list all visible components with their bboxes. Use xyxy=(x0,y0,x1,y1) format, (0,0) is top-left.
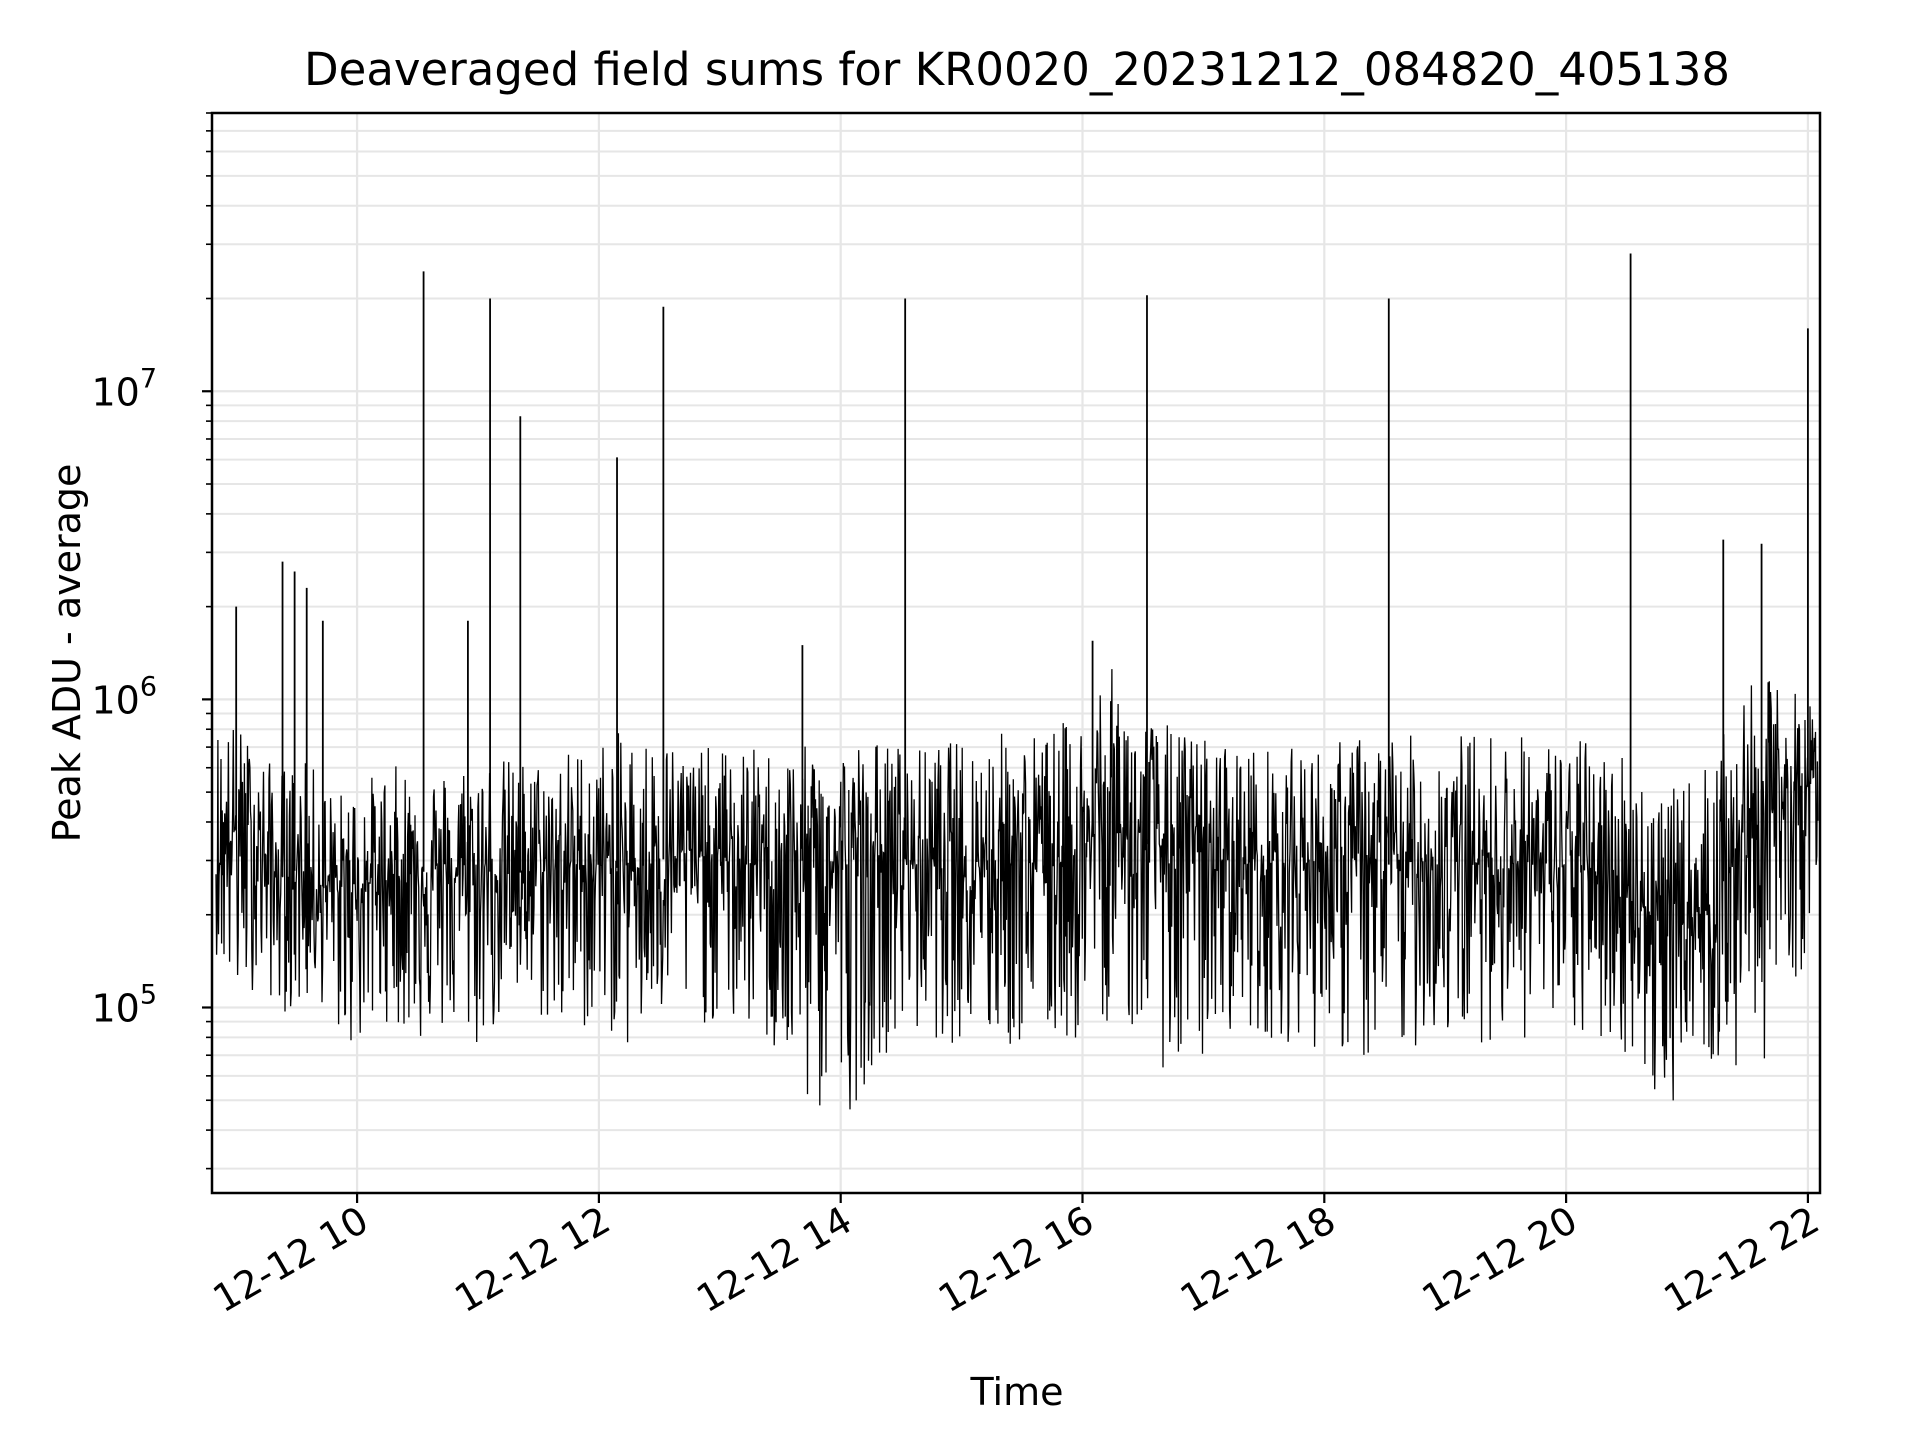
x-tick-label: 12-12 10 xyxy=(206,1198,376,1322)
y-tick-label: 107 xyxy=(91,363,157,414)
y-tick-label: 106 xyxy=(91,671,157,722)
y-tick-label: 105 xyxy=(91,979,157,1030)
x-tick-label: 12-12 18 xyxy=(1173,1198,1343,1322)
x-tick-label: 12-12 16 xyxy=(931,1198,1101,1322)
y-axis-label: Peak ADU - average xyxy=(45,464,89,843)
x-axis: 12-12 10 12-12 12 12-12 14 12-12 16 12-12 18… xyxy=(206,1193,1826,1322)
grid xyxy=(212,112,1820,1193)
chart-title: Deaveraged field sums for KR0020_2023121… xyxy=(304,43,1730,96)
plot-frame xyxy=(210,111,1822,1195)
x-tick-label: 12-12 14 xyxy=(689,1198,859,1322)
x-tick-label: 12-12 20 xyxy=(1415,1198,1585,1322)
x-tick-label: 12-12 12 xyxy=(447,1198,617,1322)
y-axis: 105 106 107 xyxy=(91,112,212,1170)
series-line xyxy=(215,253,1819,1110)
x-tick-label: 12-12 22 xyxy=(1656,1198,1826,1322)
x-axis-label: Time xyxy=(970,1370,1064,1414)
series-path xyxy=(215,669,1819,1110)
